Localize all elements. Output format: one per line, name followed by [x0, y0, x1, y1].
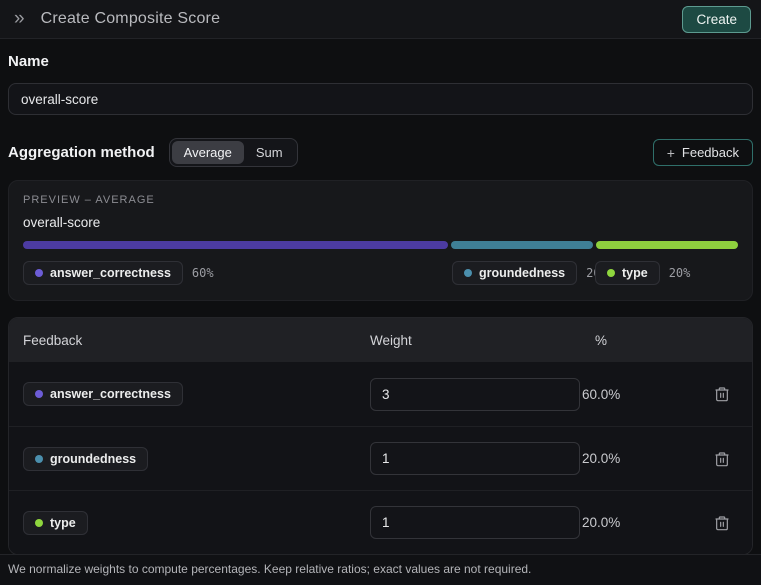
preview-stacked-bar	[23, 241, 738, 249]
weight-input[interactable]	[370, 377, 580, 411]
toggle-option-sum[interactable]: Sum	[244, 141, 295, 164]
column-header-percent: %	[595, 332, 608, 348]
legend-group-groundedness: groundedness 20%	[452, 261, 608, 285]
aggregation-label: Aggregation method	[8, 144, 155, 161]
weight-input[interactable]	[370, 442, 580, 475]
row-percent: 60.0%	[582, 386, 621, 402]
table-row-type: type 20.0%	[9, 490, 752, 554]
preview-legend: answer_correctness 60% groundedness 20% …	[23, 261, 738, 285]
feedback-badge-label: answer_correctness	[50, 266, 171, 280]
feedback-badge-label: groundedness	[50, 451, 137, 466]
preview-title: overall-score	[23, 215, 101, 230]
feedback-dot-icon	[35, 269, 43, 277]
delete-row-button[interactable]	[708, 380, 736, 408]
feedback-badge: groundedness	[23, 446, 149, 471]
legend-group-answer-correctness: answer_correctness 60%	[23, 261, 452, 285]
row-percent: 20.0%	[582, 515, 621, 530]
row-percent: 20.0%	[582, 451, 621, 466]
page-title: Create Composite Score	[40, 10, 221, 27]
preview-eyebrow: PREVIEW – AVERAGE	[23, 194, 155, 206]
plus-icon: +	[666, 144, 675, 161]
trash-icon	[715, 387, 729, 402]
aggregation-toggle: Average Sum	[168, 138, 298, 167]
name-label: Name	[8, 53, 49, 70]
preview-panel: PREVIEW – AVERAGE overall-score answer_c…	[8, 180, 753, 301]
main-content: Name Aggregation method Average Sum + Fe…	[0, 39, 761, 555]
toggle-option-average[interactable]: Average	[171, 141, 244, 164]
feedback-dot-icon	[35, 454, 43, 463]
trash-icon	[715, 451, 729, 466]
feedback-badge-label: groundedness	[479, 266, 566, 280]
feedback-dot-icon	[35, 518, 43, 527]
legend-group-type: type 20%	[595, 261, 738, 285]
feedback-badge-label: answer_correctness	[50, 387, 171, 401]
feedback-table: Feedback Weight % answer_correctness 60.…	[8, 317, 753, 555]
legend-percent: 20%	[668, 266, 691, 280]
feedback-dot-icon	[464, 269, 472, 277]
feedback-badge: type	[595, 261, 660, 285]
delete-row-button[interactable]	[708, 509, 736, 537]
feedback-dot-icon	[607, 269, 615, 277]
add-feedback-button[interactable]: + Feedback	[652, 139, 753, 166]
column-header-weight: Weight	[370, 332, 412, 348]
top-bar: » Create Composite Score Create	[0, 0, 761, 39]
table-row-answer-correctness: answer_correctness 60.0%	[9, 362, 752, 426]
create-button[interactable]: Create	[682, 5, 751, 33]
table-row-groundedness: groundedness 20.0%	[9, 426, 752, 490]
name-input[interactable]	[8, 83, 753, 115]
add-feedback-label: Feedback	[681, 145, 739, 160]
feedback-badge-label: type	[50, 515, 76, 530]
legend-percent: 60%	[191, 266, 214, 280]
bar-segment-type	[596, 241, 738, 249]
delete-row-button[interactable]	[708, 445, 736, 473]
table-header: Feedback Weight %	[9, 318, 752, 362]
feedback-badge-label: type	[622, 266, 648, 280]
weight-input[interactable]	[370, 506, 580, 539]
column-header-feedback: Feedback	[23, 332, 83, 348]
chevrons-right-icon[interactable]: »	[12, 7, 31, 32]
feedback-badge: type	[23, 510, 88, 535]
feedback-badge: groundedness	[452, 261, 578, 285]
footer-note: We normalize weights to compute percenta…	[0, 554, 761, 585]
bar-segment-groundedness	[451, 241, 594, 249]
feedback-dot-icon	[35, 390, 43, 398]
feedback-badge: answer_correctness	[23, 261, 183, 285]
feedback-badge: answer_correctness	[23, 382, 183, 406]
trash-icon	[715, 515, 729, 530]
bar-segment-answer-correctness	[23, 241, 449, 249]
aggregation-row: Aggregation method Average Sum + Feedbac…	[8, 138, 753, 167]
